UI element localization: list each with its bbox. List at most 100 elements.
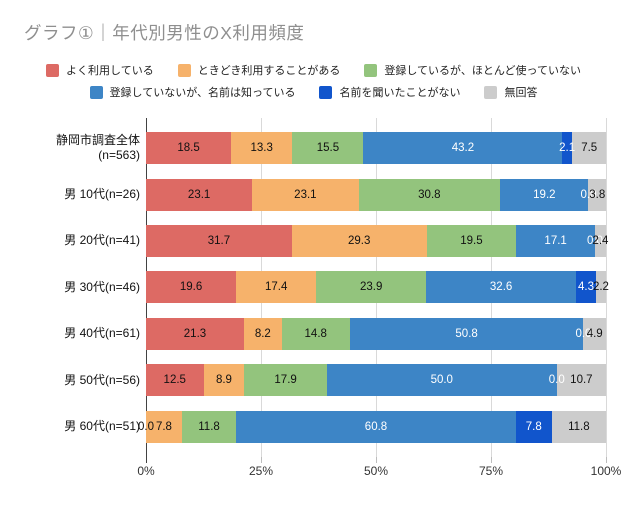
- legend-swatch-icon: [319, 85, 333, 99]
- bar-value-label: 0.0: [575, 327, 592, 340]
- x-axis-tick-labels: 0% 25% 50% 75% 100%: [137, 464, 621, 480]
- bar-segment: [146, 225, 292, 258]
- x-axis-tick-mark: [606, 457, 607, 463]
- bar-segment: [516, 225, 595, 258]
- gridline: [606, 118, 607, 457]
- x-axis-tick-label: 50%: [363, 464, 389, 478]
- chart-title: グラフ①｜年代別男性のX利用頻度: [24, 23, 305, 43]
- bar-segment: [326, 364, 557, 397]
- bar-segment: [252, 178, 359, 211]
- legend-item: 無回答: [484, 84, 537, 100]
- category-label: 男 30代(n=46): [64, 279, 140, 294]
- chart-row: 男 30代(n=46) 19.6 17.4 23.9 32.6 4.3 2.2: [0, 264, 627, 310]
- bar-value-label: 30.8: [418, 188, 441, 201]
- bar-segment: [281, 317, 350, 350]
- legend-item: ときどき利用することがある: [177, 62, 340, 78]
- bar-segment: [291, 225, 427, 258]
- legend-item: よく利用している: [46, 62, 154, 78]
- bar-value-label: 7.8: [525, 420, 542, 433]
- bar-track: 21.3 8.2 14.8 50.8 0.0 4.9: [146, 317, 606, 350]
- x-axis-tick-label: 25%: [248, 464, 274, 478]
- bar-track: 31.7 29.3 19.5 17.1 0.0 2.4: [146, 225, 609, 258]
- chart-rows: 静岡市調査全体 (n=563) 18.5 13.3 15.5 43.2 2.1 7.5 男 1…: [0, 125, 627, 450]
- bar-value-label: 2.2: [592, 281, 609, 294]
- bar-value-label: 2.1: [559, 142, 576, 155]
- bar-value-label: 50.8: [455, 327, 478, 340]
- bar-value-label: 43.2: [451, 142, 475, 155]
- bar-value-label: 60.8: [364, 420, 388, 433]
- bar-segment: [146, 410, 182, 443]
- bar-value-label: 19.6: [179, 281, 203, 294]
- bar-value-label: 19.2: [533, 188, 556, 201]
- bar-value-label: 0.0: [548, 374, 565, 387]
- bar-segment: [244, 364, 327, 397]
- bar-segment: [146, 178, 253, 211]
- bar-segment: [594, 225, 606, 258]
- bar-value-label: 8.9: [215, 374, 232, 387]
- legend-swatch-icon: [46, 63, 60, 77]
- bar-segment: [595, 271, 606, 304]
- bar-track: 12.5 8.9 17.9 50.0 0.0 10.7: [146, 364, 606, 397]
- chart-row: 静岡市調査全体 (n=563) 18.5 13.3 15.5 43.2 2.1 7.5: [0, 125, 627, 171]
- bar-segment: [349, 317, 584, 350]
- bar-value-label: 23.9: [359, 281, 383, 294]
- bar-segment: [146, 271, 237, 304]
- legend-label: 無回答: [504, 87, 538, 99]
- bar-segment: [588, 178, 606, 211]
- bar-value-label: 12.5: [163, 374, 186, 387]
- legend-item: 名前を聞いたことがない: [319, 84, 460, 100]
- bar-value-label: 0.0: [580, 188, 597, 201]
- bar-value-label: 23.1: [187, 188, 211, 201]
- bar-value-label: 10.7: [570, 374, 593, 387]
- bar-segment: [236, 410, 516, 443]
- bar-value-label: 29.3: [348, 235, 371, 248]
- bar-value-label: 23.1: [294, 188, 317, 201]
- category-label: 男 40代(n=61): [64, 326, 140, 341]
- legend: よく利用している ときどき利用することがある 登録しているが、ほとんど使っていない登…: [0, 62, 627, 100]
- x-axis-tick-mark: [261, 457, 262, 463]
- bar-value-label: 0.0: [138, 420, 154, 433]
- bar-value-label: 19.5: [460, 235, 483, 248]
- bar-value-label: 18.5: [177, 142, 200, 155]
- bar-value-label: 17.9: [274, 374, 297, 387]
- bar-segment: [500, 178, 589, 211]
- bar-segment: [576, 271, 596, 304]
- bar-track: 0.0 7.8 11.8 60.8 7.8 11.8: [138, 410, 606, 443]
- bar-track: 23.1 23.1 30.8 19.2 0.0 3.8: [146, 178, 606, 211]
- bar-value-label: 17.1: [544, 235, 567, 248]
- legend-label: 登録していないが、名前は知っている: [109, 87, 296, 99]
- bar-value-label: 2.4: [592, 235, 609, 248]
- bar-segment: [358, 178, 501, 211]
- legend-swatch-icon: [89, 85, 103, 99]
- bar-segment: [571, 132, 606, 165]
- bar-segment: [426, 271, 577, 304]
- legend-label: 名前を聞いたことがない: [339, 87, 461, 99]
- bar-track: 19.6 17.4 23.9 32.6 4.3 2.2: [146, 271, 609, 304]
- chart-row: 男 50代(n=56) 12.5 8.9 17.9 50.0 0.0 10.7: [0, 357, 627, 403]
- bar-value-label: 3.8: [589, 188, 606, 201]
- x-axis-tick-label: 100%: [590, 464, 622, 478]
- bar-segment: [561, 132, 572, 165]
- bar-value-label: 0.0: [586, 235, 603, 248]
- legend-swatch-icon: [364, 63, 378, 77]
- legend-row: よく利用している ときどき利用することがある 登録しているが、ほとんど使っていない: [46, 62, 581, 78]
- bar-value-label: 4.9: [586, 327, 603, 340]
- bar-value-label: 8.2: [254, 327, 271, 340]
- bar-segment: [292, 132, 364, 165]
- bar-segment: [146, 317, 244, 350]
- x-axis-tick-label: 75%: [478, 464, 504, 478]
- bar-segment: [231, 132, 293, 165]
- x-axis-tick-mark: [491, 457, 492, 463]
- x-axis-tick-label: 0%: [137, 464, 155, 478]
- bar-value-label: 50.0: [430, 374, 453, 387]
- x-axis-tick-mark: [376, 457, 377, 463]
- bar-value-label: 15.5: [316, 142, 340, 155]
- bar-segment: [181, 410, 237, 443]
- category-label: 静岡市調査全体 (n=563): [55, 132, 140, 163]
- legend-row: 登録していないが、名前は知っている 名前を聞いたことがない 無回答: [89, 84, 537, 100]
- bar-value-label: 11.8: [568, 420, 590, 433]
- bar-segment: [363, 132, 562, 165]
- bar-value-label: 17.4: [264, 281, 288, 294]
- bar-segment: [203, 364, 245, 397]
